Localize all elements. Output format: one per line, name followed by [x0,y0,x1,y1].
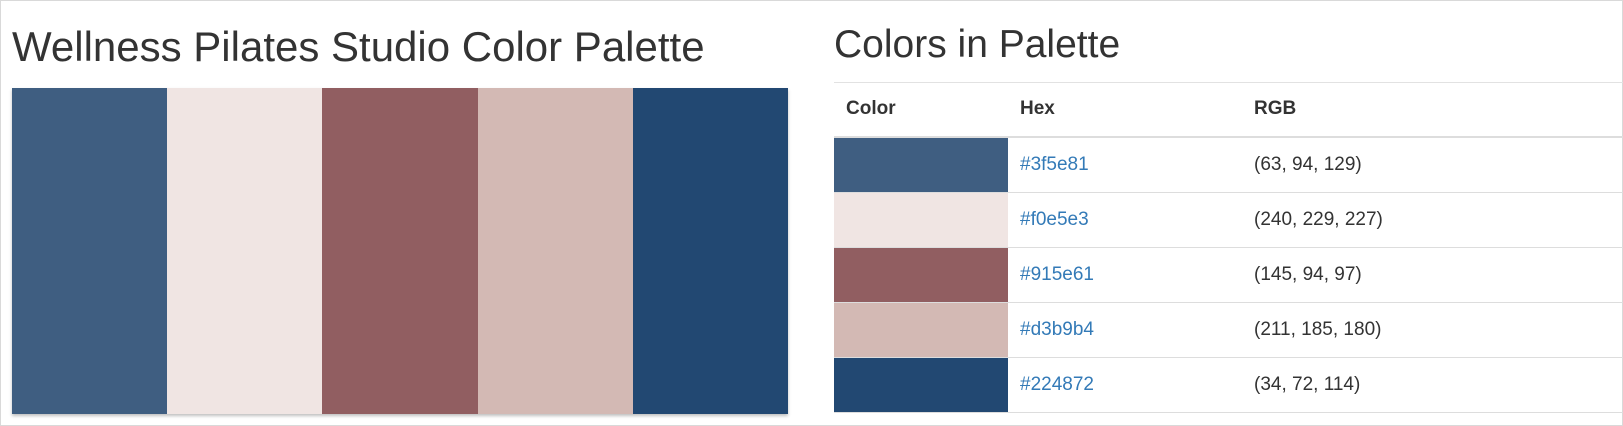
column-header-hex: Hex [1008,82,1242,138]
column-header-color: Color [834,82,1008,138]
palette-title: Wellness Pilates Studio Color Palette [12,23,705,70]
hex-link[interactable]: #224872 [1020,373,1094,395]
palette-swatch [477,88,633,414]
color-swatch [834,137,1008,192]
color-cell [834,357,1008,413]
column-header-rgb: RGB [1242,82,1623,138]
colors-heading: Colors in Palette [834,23,1121,66]
table-row: #915e61 (145, 94, 97) [834,247,1623,303]
color-swatch [834,192,1008,247]
color-swatch [834,357,1008,412]
hex-cell: #3f5e81 [1008,136,1242,193]
palette-swatch [632,88,789,414]
table-header-row: Color Hex RGB [834,82,1623,138]
hex-cell: #d3b9b4 [1008,302,1242,358]
palette-swatch [167,88,323,414]
table-row: #224872 (34, 72, 114) [834,357,1623,413]
palette-swatch [322,88,478,414]
hex-link[interactable]: #d3b9b4 [1020,318,1094,340]
color-cell [834,192,1008,248]
table-row: #3f5e81 (63, 94, 129) [834,136,1623,193]
colors-table: Color Hex RGB #3f5e81 (63, 94, 129) #f0e… [834,82,1623,413]
colors-panel: Colors in Palette Color Hex RGB #3f5e81 … [834,14,1623,413]
hex-link[interactable]: #3f5e81 [1020,153,1089,175]
rgb-cell: (34, 72, 114) [1242,357,1623,413]
color-swatch [834,302,1008,357]
hex-link[interactable]: #f0e5e3 [1020,208,1089,230]
rgb-cell: (240, 229, 227) [1242,192,1623,248]
color-cell [834,302,1008,358]
color-swatch [834,247,1008,302]
color-cell [834,136,1008,193]
table-row: #f0e5e3 (240, 229, 227) [834,192,1623,248]
table-row: #d3b9b4 (211, 185, 180) [834,302,1623,358]
hex-cell: #f0e5e3 [1008,192,1242,248]
rgb-cell: (211, 185, 180) [1242,302,1623,358]
rgb-cell: (145, 94, 97) [1242,247,1623,303]
color-cell [834,247,1008,303]
hex-cell: #915e61 [1008,247,1242,303]
rgb-cell: (63, 94, 129) [1242,136,1623,193]
palette-swatch-strip [12,88,789,414]
palette-panel: Wellness Pilates Studio Color Palette [12,14,789,414]
hex-cell: #224872 [1008,357,1242,413]
hex-link[interactable]: #915e61 [1020,263,1094,285]
palette-swatch [12,88,168,414]
